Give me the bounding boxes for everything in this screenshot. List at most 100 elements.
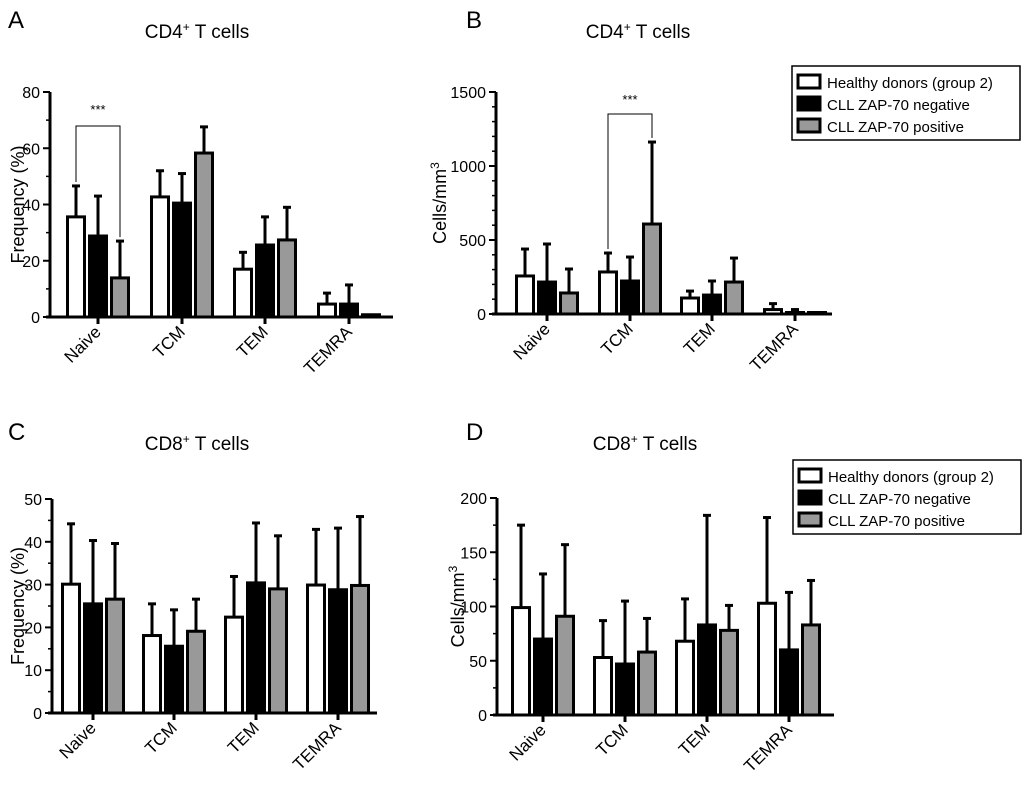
x-tick-label: TEMRA [746,319,802,375]
x-tick-label: TEM [233,322,272,361]
y-axis-label-main: Frequency (%) [8,145,28,263]
y-tick-label: 0 [33,706,42,723]
x-tick-label: TCM [149,322,188,361]
y-tick-label: 500 [459,233,486,250]
y-axis-label-main: Cells/mm [448,572,468,647]
significance-label: *** [90,102,105,117]
bar [110,276,130,319]
x-tick-label: Naive [510,319,554,363]
bar [801,623,821,717]
legend-swatch [796,95,822,112]
panel-a: A CD4+ T cells 0 20 40 60 80 Frequency (%) Naive… [8,7,393,378]
bar [224,615,244,715]
bar [620,279,640,316]
bar [186,629,206,715]
chart-title-sup: + [183,20,190,34]
bar [277,238,297,319]
legend-swatch [797,489,823,506]
y-tick-label: 10 [24,663,42,680]
legend-label: CLL ZAP-70 positive [827,119,964,136]
bar [537,280,557,316]
legend-label: Healthy donors (group 2) [828,469,994,486]
panel-letter: B [466,7,482,34]
chart-title-main: CD4 [145,22,183,43]
x-tick-label: TEM [680,319,719,358]
chart-title-main: CD4 [586,22,624,43]
y-axis-label-sup: 3 [428,162,442,169]
legend-label: CLL ZAP-70 negative [828,491,971,508]
panel-letter: A [8,7,24,34]
bar [598,270,618,316]
bar [194,151,214,319]
chart-title-sup: + [183,432,190,446]
legend-swatch [796,117,822,134]
bar [317,302,337,319]
panel-b: B CD4+ T cells 0 500 1000 1500 Cells/mm3 Naive T… [428,7,1021,375]
bar [233,267,253,319]
significance-bracket [75,125,121,238]
legend: Healthy donors (group 2) CLL ZAP-70 negat… [792,459,1022,535]
chart-title-sup: + [624,20,631,34]
y-tick-label: 1500 [450,85,486,102]
chart-title: CD4+ T cells [586,20,691,43]
y-tick-label: 80 [22,85,40,102]
x-tick-label: TCM [592,720,631,759]
panel-letter: C [8,419,25,446]
legend-box [792,459,1022,535]
bar [555,614,575,717]
bar [88,234,108,319]
bar [246,581,266,715]
panel-d: D CD8+ T cells 0 50 100 150 200 Cells/mm3 Naive T… [446,419,1022,776]
chart-title-rest: T cells [190,22,250,43]
x-tick-label: Naive [61,322,105,366]
legend-swatch [797,467,823,484]
x-tick-label: Naive [506,720,550,764]
x-tick-label: Naive [56,718,100,762]
bar [142,634,162,715]
y-tick-label: 50 [24,492,42,509]
bar [105,597,125,715]
y-tick-label: 100 [460,600,487,617]
chart-title: CD4+ T cells [145,20,250,43]
bar [637,650,657,717]
bar [172,201,192,319]
panel-c: C CD8+ T cells 0 10 20 30 40 50 Frequency (%) Nai… [8,419,377,774]
chart-title: CD8+ T cells [145,432,250,455]
y-tick-label: 150 [460,545,487,562]
bar [642,222,662,316]
y-tick-label: 20 [22,254,40,271]
y-axis-label-sup: 3 [446,565,460,572]
y-tick-label: 20 [24,620,42,637]
bar [306,583,326,715]
x-tick-label: TCM [141,718,180,757]
significance-bracket [607,113,653,250]
y-tick-label: 1000 [450,159,486,176]
bar [533,637,553,717]
legend-label: CLL ZAP-70 positive [828,513,965,530]
x-tick-label: TEMRA [740,720,796,776]
bar [724,280,744,316]
x-tick-label: TCM [597,319,636,358]
bar [268,587,288,715]
chart-title-main: CD8 [145,434,183,455]
bar [255,243,275,319]
x-tick-label: TEMRA [300,322,356,378]
chart-title-sup: + [631,432,638,446]
bar [350,583,370,715]
chart-title-rest: T cells [638,434,698,455]
bar [361,313,381,319]
legend-swatch [797,511,823,528]
y-tick-label: 0 [31,310,40,327]
y-axis-label: Cells/mm3 [428,162,450,244]
panel-letter: D [466,419,483,446]
y-tick-label: 40 [24,535,42,552]
bar [702,293,722,316]
legend-label: Healthy donors (group 2) [827,75,993,92]
x-tick-label: TEMRA [289,718,345,774]
bar [61,582,81,715]
bar [779,648,799,717]
y-axis-label: Frequency (%) [8,145,28,263]
x-tick-label: TEM [224,718,263,757]
legend-swatch [796,73,822,90]
